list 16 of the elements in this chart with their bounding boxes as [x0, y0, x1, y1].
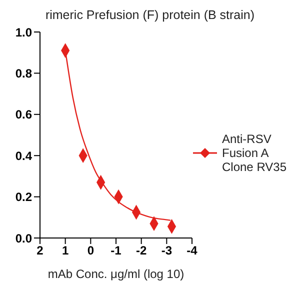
y-tick-label: 0.0 — [15, 231, 32, 246]
legend-label: Anti-RSV Fusion A Clone RV35 — [222, 132, 288, 174]
x-tick-label: 2 — [36, 244, 44, 258]
y-tick-label: 0.2 — [15, 190, 32, 204]
chart-title: rimeric Prefusion (F) protein (B strain) — [44, 8, 256, 22]
y-tick-label: 0.6 — [15, 108, 32, 122]
y-tick-label: 0.8 — [15, 66, 32, 80]
x-tick-label: -1 — [110, 244, 122, 258]
x-axis-title: mAb Conc. μg/ml (log 10) — [48, 267, 184, 281]
y-tick-label: 0.4 — [15, 148, 32, 163]
y-tick-label: 1.0 — [15, 25, 32, 40]
x-tick-label: -2 — [136, 244, 147, 258]
x-tick-label: -3 — [161, 244, 172, 258]
x-tick-label: 0 — [87, 244, 94, 258]
x-tick-label: 1 — [62, 244, 69, 258]
x-tick-label: -4 — [186, 244, 198, 258]
